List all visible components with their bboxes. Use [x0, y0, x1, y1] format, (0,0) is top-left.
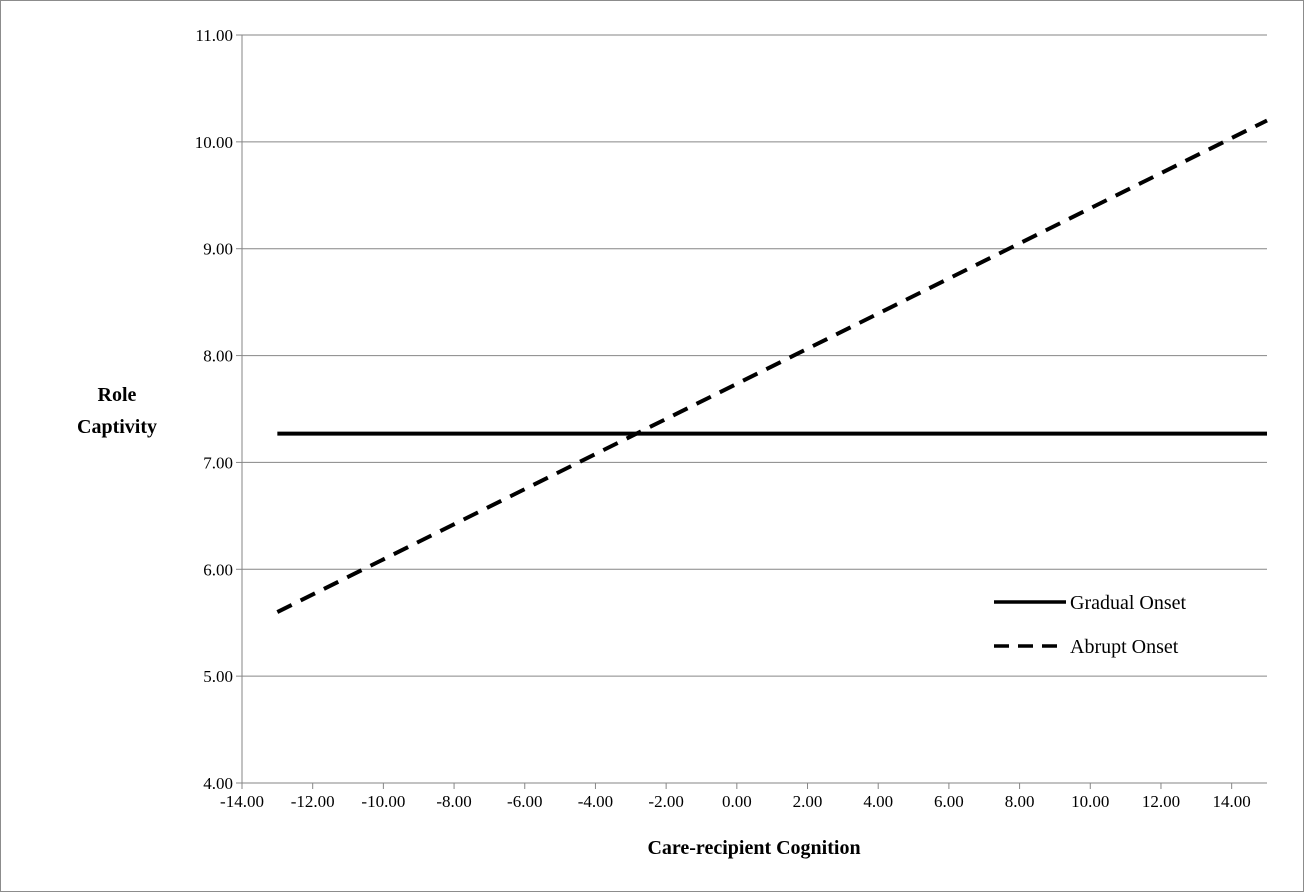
y-tick-label-1: 5.00 — [203, 667, 233, 686]
x-tick-label-2: -10.00 — [361, 792, 405, 811]
x-tick-label-10: 6.00 — [934, 792, 964, 811]
x-tick-label-7: 0.00 — [722, 792, 752, 811]
x-tick-label-9: 4.00 — [863, 792, 893, 811]
x-tick-label-6: -2.00 — [648, 792, 683, 811]
x-tick-label-1: -12.00 — [291, 792, 335, 811]
legend: Gradual Onset Abrupt Onset — [994, 592, 1187, 658]
x-tick-label-12: 10.00 — [1071, 792, 1109, 811]
axes — [241, 35, 1267, 784]
y-tick-label-0: 4.00 — [203, 774, 233, 793]
y-tick-label-7: 11.00 — [195, 26, 233, 45]
y-tick-label-6: 10.00 — [195, 133, 233, 152]
legend-label-gradual-onset: Gradual Onset — [1070, 592, 1187, 614]
y-tick-label-3: 7.00 — [203, 453, 233, 472]
y-axis-title-line-1: Role — [98, 384, 137, 406]
series-line-abrupt-onset — [276, 118, 1268, 614]
legend-label-abrupt-onset: Abrupt Onset — [1070, 636, 1179, 658]
x-tick-label-0: -14.00 — [220, 792, 264, 811]
x-tick-label-11: 8.00 — [1005, 792, 1035, 811]
x-tick-label-4: -6.00 — [507, 792, 542, 811]
y-tick-label-4: 8.00 — [203, 347, 233, 366]
x-tick-label-14: 14.00 — [1213, 792, 1251, 811]
x-tick-label-8: 2.00 — [793, 792, 823, 811]
gridlines — [242, 34, 1267, 677]
x-tick-label-3: -8.00 — [436, 792, 471, 811]
x-tick-labels: -14.00 -12.00 -10.00 -8.00 -6.00 -4.00 -2.00 0.… — [220, 783, 1251, 811]
y-tick-label-2: 6.00 — [203, 560, 233, 579]
x-axis-title: Care-recipient Cognition — [647, 837, 860, 859]
x-tick-label-13: 12.00 — [1142, 792, 1180, 811]
y-tick-labels: 4.00 5.00 6.00 7.00 8.00 9.00 10.00 11.00 — [195, 26, 242, 793]
series-lines — [276, 118, 1268, 614]
y-axis-title-line-2: Captivity — [77, 416, 157, 438]
y-tick-label-5: 9.00 — [203, 240, 233, 259]
x-tick-label-5: -4.00 — [578, 792, 613, 811]
